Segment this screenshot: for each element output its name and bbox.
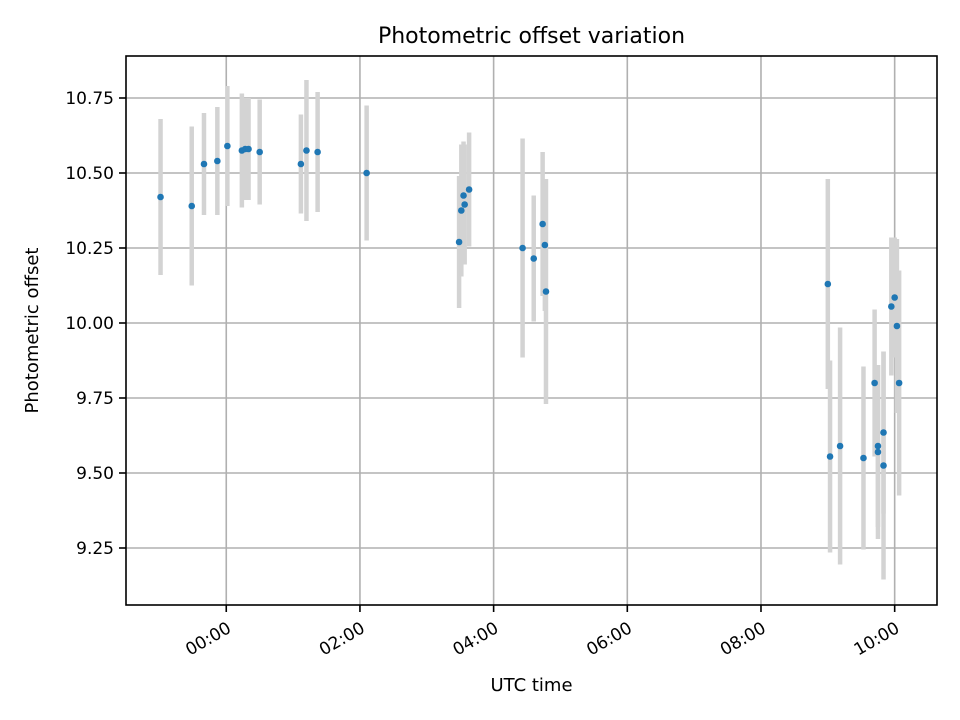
data-point	[880, 429, 887, 436]
y-tick-label: 9.25	[76, 539, 114, 559]
y-axis: 9.25 9.50 9.75 10.00 10.25 10.50 10.75	[65, 89, 126, 559]
data-point	[539, 220, 546, 228]
data-point	[200, 160, 208, 168]
data-point	[458, 207, 465, 214]
data-points	[157, 142, 903, 469]
data-point	[461, 201, 468, 208]
data-point	[455, 238, 463, 246]
data-point	[519, 244, 526, 252]
data-point	[314, 148, 321, 156]
data-point	[465, 186, 473, 193]
data-point	[542, 288, 550, 295]
data-point	[460, 192, 467, 199]
data-point	[888, 303, 895, 310]
y-tick-label: 10.75	[65, 89, 114, 109]
y-tick-label: 10.00	[65, 314, 114, 334]
data-point	[541, 241, 549, 249]
data-point	[224, 142, 231, 150]
data-point	[893, 322, 901, 330]
data-point	[214, 157, 221, 165]
data-point	[874, 442, 882, 450]
data-point	[245, 145, 252, 153]
data-point	[836, 442, 844, 450]
y-tick-label: 9.75	[76, 389, 114, 409]
data-point	[871, 379, 878, 387]
y-tick-label: 10.50	[65, 164, 114, 184]
x-axis-label: UTC time	[490, 675, 572, 696]
data-point	[880, 462, 887, 469]
data-point	[895, 379, 903, 387]
y-tick-label: 9.50	[76, 464, 114, 484]
data-point	[824, 280, 832, 288]
data-point	[874, 448, 882, 456]
data-point	[188, 202, 196, 210]
data-point	[363, 169, 370, 177]
chart-title: Photometric offset variation	[378, 24, 685, 49]
data-point	[860, 454, 867, 462]
data-point	[891, 294, 898, 301]
data-point	[826, 453, 834, 460]
data-point	[157, 193, 164, 201]
y-tick-label: 10.25	[65, 239, 114, 259]
y-axis-label: Photometric offset	[22, 248, 43, 414]
data-point	[297, 160, 305, 168]
axes-frame	[125, 55, 938, 606]
data-point	[530, 255, 538, 262]
data-point	[303, 147, 310, 154]
data-point	[256, 148, 263, 156]
